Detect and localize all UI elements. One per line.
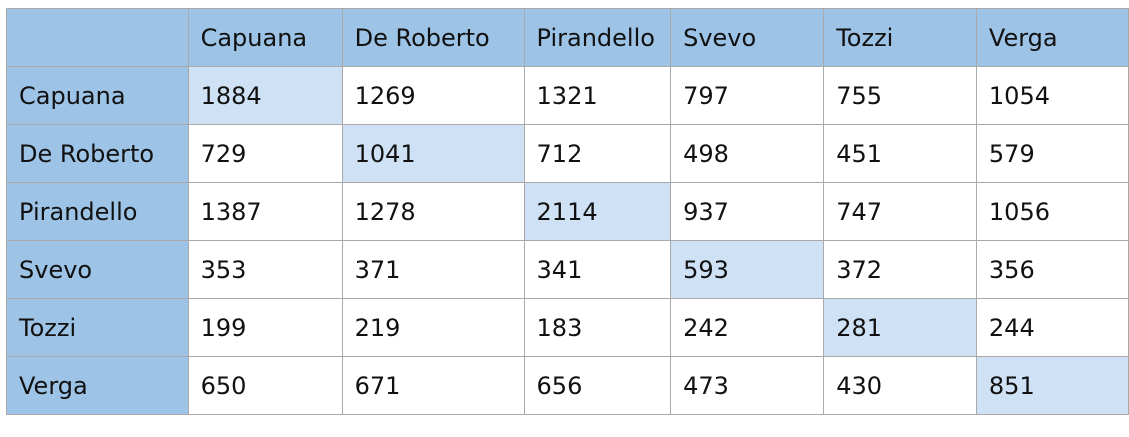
table-cell: 473 (670, 356, 825, 415)
table-cell: 937 (670, 182, 825, 241)
table-cell: 747 (823, 182, 977, 241)
row-header: Capuana (6, 66, 189, 125)
table-cell: 451 (823, 124, 977, 183)
column-header: Pirandello (523, 8, 672, 67)
table-cell-diagonal: 1884 (187, 66, 343, 125)
table-cell-diagonal: 1041 (341, 124, 525, 183)
table-cell: 371 (341, 240, 525, 299)
table-cell: 1387 (187, 182, 343, 241)
table-cell: 353 (187, 240, 343, 299)
table-row: Verga 650 671 656 473 430 851 (6, 356, 1129, 415)
table-cell: 219 (341, 298, 525, 357)
table-cell: 199 (187, 298, 343, 357)
table-cell-diagonal: 593 (670, 240, 825, 299)
table-cell-diagonal: 281 (823, 298, 977, 357)
header-row: Capuana De Roberto Pirandello Svevo Tozz… (6, 8, 1129, 67)
table-row: Capuana 1884 1269 1321 797 755 1054 (6, 66, 1129, 125)
table-cell: 650 (187, 356, 343, 415)
column-header: Capuana (187, 8, 343, 67)
table-cell: 656 (523, 356, 672, 415)
table-cell: 671 (341, 356, 525, 415)
table-cell: 498 (670, 124, 825, 183)
table-cell: 1054 (975, 66, 1129, 125)
table-row: De Roberto 729 1041 712 498 451 579 (6, 124, 1129, 183)
table-row: Svevo 353 371 341 593 372 356 (6, 240, 1129, 299)
table-cell: 372 (823, 240, 977, 299)
table-row: Pirandello 1387 1278 2114 937 747 1056 (6, 182, 1129, 241)
table-cell: 244 (975, 298, 1129, 357)
column-header: Svevo (670, 8, 825, 67)
corner-cell (6, 8, 189, 67)
table-cell: 712 (523, 124, 672, 183)
column-header: Verga (975, 8, 1129, 67)
table-cell: 797 (670, 66, 825, 125)
column-header: De Roberto (341, 8, 525, 67)
table-cell: 1056 (975, 182, 1129, 241)
table-cell: 430 (823, 356, 977, 415)
row-header: Svevo (6, 240, 189, 299)
table-cell: 579 (975, 124, 1129, 183)
row-header: Tozzi (6, 298, 189, 357)
table-cell: 1278 (341, 182, 525, 241)
table-row: Tozzi 199 219 183 242 281 244 (6, 298, 1129, 357)
author-matrix-table: Capuana De Roberto Pirandello Svevo Tozz… (6, 8, 1129, 415)
table-cell: 1269 (341, 66, 525, 125)
table-cell: 183 (523, 298, 672, 357)
table-cell: 755 (823, 66, 977, 125)
row-header: De Roberto (6, 124, 189, 183)
table-cell: 729 (187, 124, 343, 183)
table-cell: 341 (523, 240, 672, 299)
row-header: Verga (6, 356, 189, 415)
table-cell-diagonal: 2114 (523, 182, 672, 241)
table-cell-diagonal: 851 (975, 356, 1129, 415)
table-cell: 242 (670, 298, 825, 357)
column-header: Tozzi (823, 8, 977, 67)
table-cell: 356 (975, 240, 1129, 299)
table-cell: 1321 (523, 66, 672, 125)
row-header: Pirandello (6, 182, 189, 241)
